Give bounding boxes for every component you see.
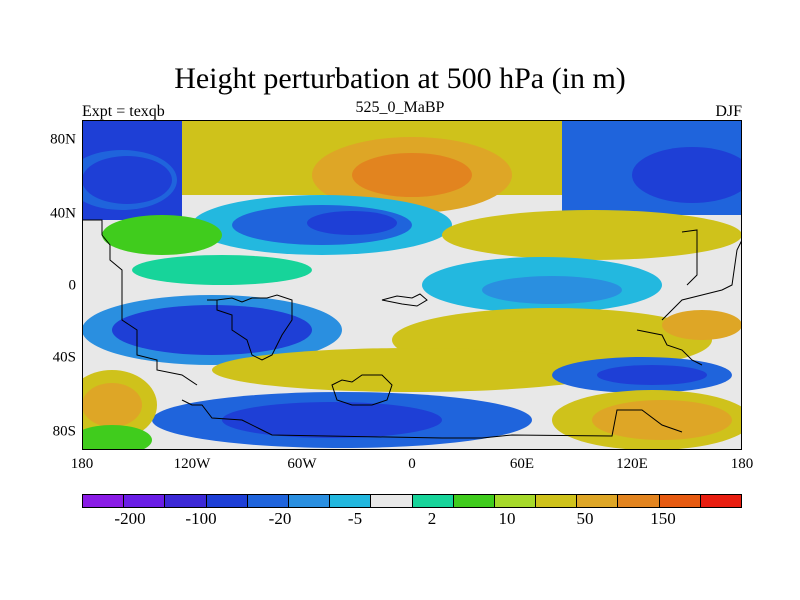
colorbar-label: -100 (185, 509, 217, 528)
colorbar-swatch (247, 495, 289, 507)
field-eq-green (132, 255, 312, 285)
x-tick-label: 60E (509, 456, 535, 472)
coastline-americas-west (82, 219, 198, 386)
x-tick-label: 180 (730, 456, 754, 472)
colorbar-label: 2 (427, 509, 437, 528)
field-se-high-core (592, 400, 732, 440)
field-n-mid-high (442, 210, 742, 260)
coastline-africa-south (331, 374, 393, 406)
colorbar-swatch (618, 495, 660, 507)
field-sw-green (82, 425, 152, 450)
coastline-asia-east (661, 239, 742, 321)
x-tick-label: 120E (616, 456, 648, 472)
y-tick-label: 40N (50, 205, 76, 222)
colorbar-label: 10 (498, 509, 516, 528)
field-nw-low-core (82, 156, 172, 204)
colorbar-swatch (288, 495, 331, 507)
colorbar-label: -5 (347, 509, 363, 528)
x-tick-label: 180 (70, 456, 94, 472)
right-subtitle: DJF (715, 103, 742, 120)
colorbar-label: 50 (576, 509, 594, 528)
coastline-australia (636, 329, 703, 366)
coastline-japan (681, 229, 698, 286)
field-s-mid-low-core (597, 365, 707, 385)
field-s-trop-high-core (662, 310, 742, 340)
colorbar-swatch (536, 495, 578, 507)
center-subtitle: 525_0_MaBP (355, 99, 445, 116)
field-sw-high-core (82, 383, 142, 427)
colorbar-swatch (124, 495, 166, 507)
field-s-trop-low-core (112, 305, 312, 355)
colorbar-swatch (453, 495, 495, 507)
map-frame (82, 120, 742, 450)
colorbar-swatch (330, 495, 372, 507)
field-nw-green (102, 215, 222, 255)
colorbar-swatch (659, 495, 701, 507)
x-tick-label: 0 (408, 456, 416, 472)
chart-title: Height perturbation at 500 hPa (in m) (174, 62, 626, 95)
colorbar-label: 150 (650, 509, 676, 528)
x-tick-label: 60W (287, 456, 317, 472)
left-subtitle: Expt = texqb (82, 103, 165, 120)
contour-map (82, 120, 742, 450)
field-s-mid-high (212, 348, 612, 392)
colorbar-swatch (494, 495, 537, 507)
colorbar-swatch (206, 495, 248, 507)
colorbar-swatch (371, 495, 413, 507)
colorbar-swatch (577, 495, 619, 507)
field-eq-low-core (482, 276, 622, 304)
colorbar-swatch (165, 495, 207, 507)
field-ne-low-core (632, 147, 742, 203)
field-north-max (352, 153, 472, 197)
coastline-south-america (207, 294, 293, 361)
y-tick-label: 40S (52, 349, 76, 366)
colorbar (82, 494, 742, 508)
coastline-antarctica (181, 399, 683, 439)
colorbar-swatch (700, 495, 741, 507)
coastline-island-group (381, 293, 428, 307)
colorbar-swatch (83, 495, 125, 507)
map-plot-area (82, 120, 742, 450)
colorbar-label: -200 (114, 509, 146, 528)
coastlines (82, 219, 742, 439)
x-tick-label: 120W (173, 456, 211, 472)
y-tick-label: 80N (50, 131, 76, 148)
y-tick-label: 0 (68, 277, 77, 294)
colorbar-label: -20 (268, 509, 292, 528)
field-south-low-core (222, 402, 442, 438)
field-n-mid-low-min (307, 211, 397, 235)
colorbar-swatch (412, 495, 454, 507)
y-tick-label: 80S (52, 423, 76, 440)
